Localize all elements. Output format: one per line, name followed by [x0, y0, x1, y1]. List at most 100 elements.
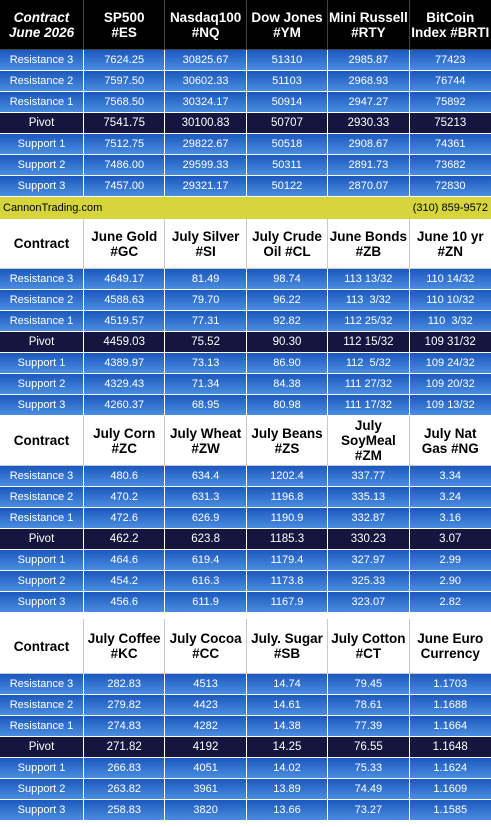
row-label: Resistance 3: [0, 50, 84, 71]
value-cell: 4282: [165, 716, 247, 737]
header-row: Contract July Coffee #KC July Cocoa #CC Jul…: [0, 619, 491, 674]
value-cell: 51103: [246, 71, 329, 92]
row-label: Support 2: [0, 155, 84, 176]
value-cell: 96.22: [246, 290, 329, 311]
value-cell: 480.6: [84, 466, 166, 487]
value-cell: 619.4: [165, 550, 247, 571]
value-cell: 3.07: [409, 529, 491, 550]
value-cell: 3.24: [409, 487, 491, 508]
value-cell: 78.61: [328, 695, 410, 716]
header-cell: July Wheat #ZW: [165, 416, 247, 466]
row-label: Resistance 3: [0, 269, 84, 290]
value-cell: 4329.43: [84, 374, 166, 395]
data-row: Support 1 7512.75 29822.67 50518 2908.67 7436…: [0, 134, 491, 155]
value-cell: 1.1664: [409, 716, 491, 737]
value-cell: 4389.97: [84, 353, 166, 374]
value-cell: 2908.67: [328, 134, 410, 155]
value-cell: 4513: [165, 674, 247, 695]
value-cell: 2891.73: [328, 155, 410, 176]
header-cell: Contract: [0, 416, 84, 466]
value-cell: 3820: [165, 800, 247, 821]
header-cell: July Crude Oil #CL: [246, 219, 329, 269]
value-cell: 50122: [246, 176, 329, 197]
row-label: Support 2: [0, 779, 84, 800]
value-cell: 330.23: [328, 529, 410, 550]
data-row: Resistance 1 472.6 626.9 1190.9 332.87 3.16: [0, 508, 491, 529]
value-cell: 14.38: [246, 716, 329, 737]
value-cell: 470.2: [84, 487, 166, 508]
header-row: Contract June 2026 SP500 #ES Nasdaq100 #NQ…: [0, 0, 491, 50]
value-cell: 7624.25: [84, 50, 166, 71]
value-cell: 332.87: [328, 508, 410, 529]
value-cell: 327.97: [328, 550, 410, 571]
value-cell: 112 25/32: [328, 311, 410, 332]
header-cell: July SoyMeal #ZM: [328, 416, 410, 466]
value-cell: 50311: [246, 155, 329, 176]
value-cell: 1202.4: [246, 466, 329, 487]
value-cell: 109 31/32: [409, 332, 491, 353]
header-cell: Contract: [0, 219, 84, 269]
header-cell: July Beans #ZS: [246, 416, 329, 466]
value-cell: 111 17/32: [328, 395, 410, 416]
value-cell: 258.83: [84, 800, 166, 821]
row-label: Pivot: [0, 529, 84, 550]
header-cell: Contract: [0, 619, 84, 674]
value-cell: 4192: [165, 737, 247, 758]
data-row: Resistance 2 279.82 4423 14.61 78.61 1.1688: [0, 695, 491, 716]
data-row: Pivot 271.82 4192 14.25 76.55 1.1648: [0, 737, 491, 758]
header-cell: June Gold #GC: [84, 219, 166, 269]
value-cell: 110 14/32: [409, 269, 491, 290]
header-cell: July Corn #ZC: [84, 416, 166, 466]
value-cell: 266.83: [84, 758, 166, 779]
value-cell: 2947.27: [328, 92, 410, 113]
header-cell: June Euro Currency: [409, 619, 491, 674]
data-row: Support 2 4329.43 71.34 84.38 111 27/32 109 2…: [0, 374, 491, 395]
row-label: Support 3: [0, 176, 84, 197]
value-cell: 74361: [409, 134, 491, 155]
value-cell: 7568.50: [84, 92, 166, 113]
data-row: Support 2 454.2 616.3 1173.8 325.33 2.90: [0, 571, 491, 592]
value-cell: 4260.37: [84, 395, 166, 416]
data-row: Pivot 7541.75 30100.83 50707 2930.33 75213: [0, 113, 491, 134]
value-cell: 1185.3: [246, 529, 329, 550]
value-cell: 92.82: [246, 311, 329, 332]
value-cell: 81.49: [165, 269, 247, 290]
value-cell: 2985.87: [328, 50, 410, 71]
value-cell: 90.30: [246, 332, 329, 353]
value-cell: 631.3: [165, 487, 247, 508]
row-label: Pivot: [0, 737, 84, 758]
value-cell: 1.1585: [409, 800, 491, 821]
value-cell: 4649.17: [84, 269, 166, 290]
value-cell: 7541.75: [84, 113, 166, 134]
data-row: Support 3 258.83 3820 13.66 73.27 1.1585: [0, 800, 491, 821]
row-label: Support 3: [0, 800, 84, 821]
header-cell: July Nat Gas #NG: [409, 416, 491, 466]
data-row: Support 3 7457.00 29321.17 50122 2870.07 7283…: [0, 176, 491, 197]
data-row: Resistance 3 7624.25 30825.67 51310 2985.87 7…: [0, 50, 491, 71]
header-cell: SP500 #ES: [84, 0, 166, 50]
row-label: Support 1: [0, 758, 84, 779]
value-cell: 75.33: [328, 758, 410, 779]
value-cell: 282.83: [84, 674, 166, 695]
value-cell: 84.38: [246, 374, 329, 395]
value-cell: 77423: [409, 50, 491, 71]
data-row: Pivot 4459.03 75.52 90.30 112 15/32 109 31/32: [0, 332, 491, 353]
value-cell: 75.52: [165, 332, 247, 353]
value-cell: 323.07: [328, 592, 410, 613]
value-cell: 623.8: [165, 529, 247, 550]
value-cell: 616.3: [165, 571, 247, 592]
row-label: Resistance 1: [0, 92, 84, 113]
value-cell: 1.1703: [409, 674, 491, 695]
value-cell: 79.45: [328, 674, 410, 695]
data-row: Resistance 2 7597.50 30602.33 51103 2968.93 7…: [0, 71, 491, 92]
value-cell: 13.66: [246, 800, 329, 821]
value-cell: 2870.07: [328, 176, 410, 197]
value-cell: 634.4: [165, 466, 247, 487]
row-label: Support 1: [0, 134, 84, 155]
value-cell: 3.34: [409, 466, 491, 487]
value-cell: 3.16: [409, 508, 491, 529]
value-cell: 2.90: [409, 571, 491, 592]
value-cell: 68.95: [165, 395, 247, 416]
header-cell: Contract June 2026: [0, 0, 84, 50]
value-cell: 51310: [246, 50, 329, 71]
